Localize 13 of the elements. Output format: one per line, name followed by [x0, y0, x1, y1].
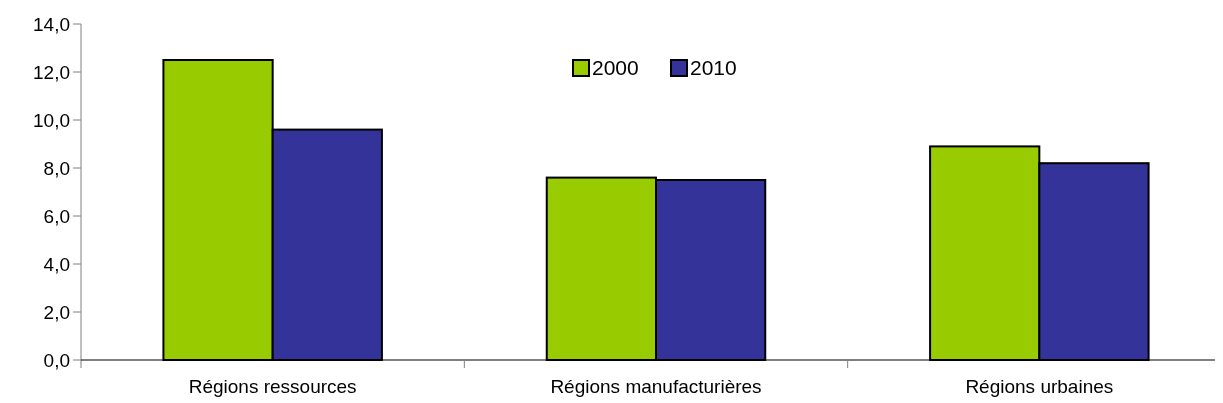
y-tick-label: 14,0 — [33, 13, 70, 35]
y-tick-label: 4,0 — [43, 253, 70, 275]
x-tick-label: Régions manufacturières — [550, 376, 762, 397]
y-tick-label: 8,0 — [43, 157, 70, 179]
y-tick-label: 2,0 — [43, 301, 70, 323]
legend-label: 2000 — [592, 56, 639, 80]
x-tick-label: Régions urbaines — [965, 376, 1114, 397]
y-tick-label: 0,0 — [43, 349, 70, 371]
y-tick-label: 12,0 — [33, 61, 70, 83]
legend-label: 2010 — [690, 56, 737, 80]
x-tick-label: Régions ressources — [188, 376, 357, 397]
y-tick-label: 6,0 — [43, 205, 70, 227]
y-tick-label: 10,0 — [33, 109, 70, 131]
